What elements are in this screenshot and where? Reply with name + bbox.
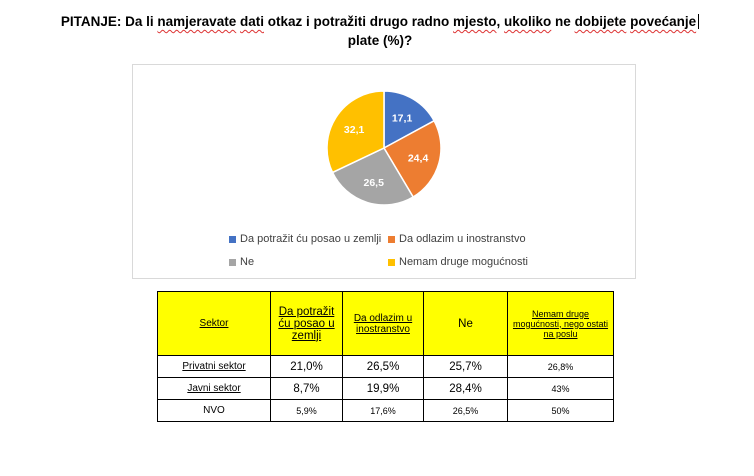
slice-data-label: 32,1 bbox=[344, 124, 365, 136]
legend-item-1: Da potražit ću posao u zemlji bbox=[229, 233, 381, 245]
question-line-1: PITANJE: Da li namjeravate dati otkaz i … bbox=[60, 12, 700, 31]
spellcheck-word: povećanje bbox=[630, 14, 697, 29]
legend-item-4: Nemam druge mogućnosti bbox=[388, 256, 528, 268]
header-label: Da potražit ću posao u zemlji bbox=[278, 305, 335, 342]
table-cell: 50% bbox=[507, 399, 614, 422]
legend-label: Da potražit ću posao u zemlji bbox=[240, 233, 382, 245]
table-cell: 26,5% bbox=[423, 399, 508, 422]
header-col-4: Nemam druge mogućnosti, nego ostati na p… bbox=[507, 291, 614, 356]
table-cell: 25,7% bbox=[423, 355, 508, 378]
slice-data-label: 24,4 bbox=[408, 152, 429, 164]
spellcheck-word: mjesto bbox=[453, 14, 497, 29]
spellcheck-word: dati bbox=[239, 14, 264, 29]
legend-swatch-yellow bbox=[388, 258, 395, 266]
spellcheck-word: namjeravate bbox=[157, 14, 237, 29]
question-text: PITANJE: Da li bbox=[60, 14, 158, 29]
header-label: Ne bbox=[458, 317, 473, 330]
table-cell: 8,7% bbox=[270, 377, 343, 400]
row-sector: Privatni sektor bbox=[157, 355, 271, 378]
question-text: otkaz i potražiti drugo radno bbox=[264, 14, 453, 29]
pie-slice-3 bbox=[331, 147, 415, 206]
pie-slice-4 bbox=[326, 90, 385, 174]
header-sektor: Sektor bbox=[157, 291, 271, 356]
header-label: Nemam druge mogućnosti, nego ostati na p… bbox=[512, 308, 609, 339]
row-sector: Javni sektor bbox=[157, 377, 271, 400]
pie-slice-1 bbox=[383, 90, 436, 150]
header-label: Da odlazim u inostranstvo bbox=[353, 312, 413, 335]
table-cell: 17,6% bbox=[342, 399, 424, 422]
legend-swatch-gray bbox=[229, 258, 236, 266]
spellcheck-word: dobijete bbox=[574, 14, 627, 29]
table-cell: 43% bbox=[507, 377, 614, 400]
question-text: , bbox=[496, 14, 505, 29]
question-text: ne bbox=[551, 14, 575, 29]
text-cursor bbox=[698, 14, 700, 29]
sector-label: NVO bbox=[203, 405, 225, 416]
slice-data-label: 17,1 bbox=[392, 113, 413, 125]
legend-item-3: Ne bbox=[229, 256, 254, 268]
chart-area[interactable]: 17,1 24,4 26,5 32,1 Da potražit ću posao u … bbox=[132, 64, 636, 279]
spellcheck-word: ukoliko bbox=[504, 14, 552, 29]
legend-label: Da odlazim u inostranstvo bbox=[399, 233, 526, 245]
table-header-row: Sektor Da potražit ću posao u zemlji Da … bbox=[157, 291, 614, 356]
table-row: Privatni sektor 21,0% 26,5% 25,7% 26,8% bbox=[157, 355, 614, 378]
pie-chart: 17,1 24,4 26,5 32,1 bbox=[326, 90, 442, 206]
legend-swatch-blue bbox=[229, 235, 236, 243]
legend-item-2: Da odlazim u inostranstvo bbox=[388, 233, 526, 245]
table-cell: 5,9% bbox=[270, 399, 343, 422]
table-row: NVO 5,9% 17,6% 26,5% 50% bbox=[157, 399, 614, 422]
table-row: Javni sektor 8,7% 19,9% 28,4% 43% bbox=[157, 377, 614, 400]
legend-label: Ne bbox=[240, 256, 255, 268]
table-cell: 26,8% bbox=[507, 355, 614, 378]
header-col-3: Ne bbox=[423, 291, 508, 356]
row-sector: NVO bbox=[157, 399, 271, 422]
pie-slice-2 bbox=[382, 119, 442, 199]
question-line-2: plate (%)? bbox=[347, 33, 413, 48]
table-cell: 28,4% bbox=[423, 377, 508, 400]
sector-label: Javni sektor bbox=[187, 383, 241, 394]
table-cell: 21,0% bbox=[270, 355, 343, 378]
header-col-2: Da odlazim u inostranstvo bbox=[342, 291, 424, 356]
slice-data-label: 26,5 bbox=[364, 177, 385, 189]
question-title: PITANJE: Da li namjeravate dati otkaz i … bbox=[60, 12, 700, 50]
header-label: Sektor bbox=[199, 318, 229, 329]
legend-label: Nemam druge mogućnosti bbox=[399, 256, 529, 268]
sector-table: Sektor Da potražit ću posao u zemlji Da … bbox=[157, 291, 614, 422]
table-cell: 19,9% bbox=[342, 377, 424, 400]
legend-swatch-orange bbox=[388, 235, 395, 243]
header-col-1: Da potražit ću posao u zemlji bbox=[270, 291, 343, 356]
sector-label: Privatni sektor bbox=[182, 361, 246, 372]
table-cell: 26,5% bbox=[342, 355, 424, 378]
